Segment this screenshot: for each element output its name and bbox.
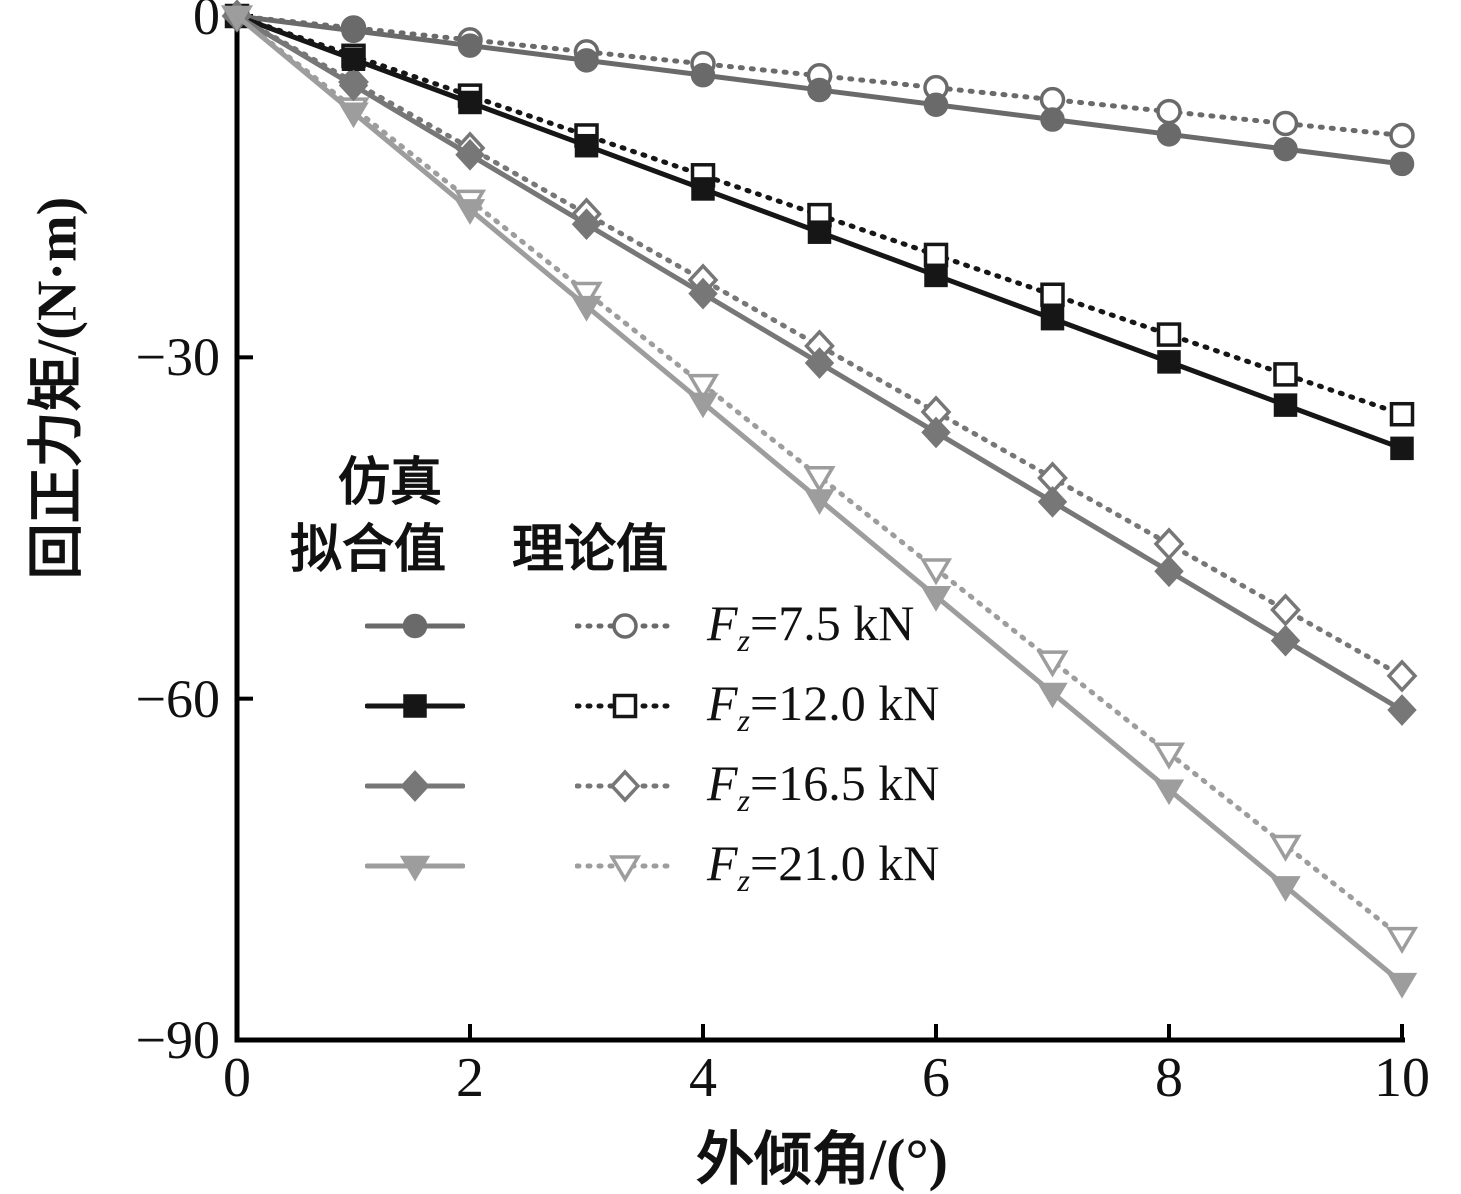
legend-title-theory: 理论值 [512, 522, 669, 579]
legend-label: Fz=12.0 kN [707, 674, 940, 738]
legend: 仿真 拟合值 理论值 Fz=7.5 kN Fz=12.0 kN Fz=16.5 k… [290, 452, 939, 906]
legend-swatch-theory [574, 848, 676, 884]
legend-subtitles: 拟合值 理论值 [290, 516, 939, 586]
legend-row: Fz=21.0 kN [290, 826, 939, 906]
x-axis-label: 外倾角/(°) [696, 1127, 948, 1192]
legend-row: Fz=7.5 kN [290, 586, 939, 666]
x-tick-label: 6 [922, 1047, 950, 1109]
legend-swatch-theory [574, 608, 676, 644]
legend-swatch-theory [574, 768, 676, 804]
legend-swatch-simulation [364, 768, 466, 804]
legend-label: Fz=21.0 kN [707, 834, 940, 898]
legend-swatch-simulation [364, 608, 466, 644]
legend-label: Fz=16.5 kN [707, 754, 940, 818]
legend-label: Fz=7.5 kN [707, 594, 915, 658]
legend-row: Fz=12.0 kN [290, 666, 939, 746]
legend-title-fitted: 拟合值 [290, 522, 447, 579]
legend-title-simulation: 仿真 [338, 455, 443, 512]
y-tick-label: −30 [135, 327, 220, 387]
legend-swatch-simulation [364, 848, 466, 884]
y-tick-label: −90 [135, 1010, 220, 1070]
y-tick-label: 0 [193, 0, 220, 46]
legend-swatch-simulation [364, 688, 466, 724]
x-tick-label: 8 [1155, 1047, 1183, 1109]
y-tick-label: −60 [135, 669, 220, 729]
x-tick-label: 4 [689, 1047, 717, 1109]
legend-row: Fz=16.5 kN [290, 746, 939, 826]
y-axis-label: 回正力矩/(N·m) [26, 196, 89, 580]
x-tick-label: 2 [456, 1047, 484, 1109]
x-tick-label: 0 [223, 1047, 251, 1109]
x-tick-label: 10 [1374, 1047, 1430, 1109]
legend-swatch-theory [574, 688, 676, 724]
